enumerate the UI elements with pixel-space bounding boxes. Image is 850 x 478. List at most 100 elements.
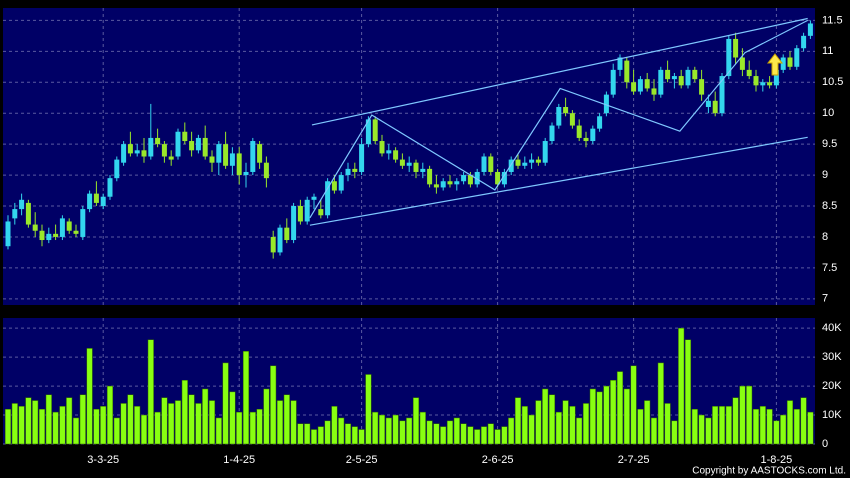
volume-bar xyxy=(460,423,467,445)
candle-body xyxy=(53,233,59,237)
y-tick-label: 10 xyxy=(822,107,834,119)
volume-bar xyxy=(331,406,338,445)
volume-bar xyxy=(521,406,528,445)
candle-body xyxy=(692,69,698,80)
volume-bar xyxy=(644,400,651,445)
candle-body xyxy=(481,156,487,172)
candle-body xyxy=(610,69,616,95)
candle-body xyxy=(121,144,127,163)
candle-body xyxy=(787,57,793,67)
volume-bar xyxy=(32,400,39,445)
volume-bar xyxy=(365,374,372,445)
candle-body xyxy=(168,156,174,160)
candle-body xyxy=(59,218,65,237)
volume-bar xyxy=(249,411,256,445)
volume-bar xyxy=(372,411,379,445)
candle-body xyxy=(760,82,766,86)
volume-bar xyxy=(494,429,501,445)
candle-body xyxy=(223,144,229,166)
volume-bar xyxy=(263,388,270,445)
volume-bar xyxy=(256,408,263,445)
candle-body xyxy=(107,178,113,197)
volume-bar xyxy=(174,400,182,445)
candle-body xyxy=(39,230,45,241)
candle-body xyxy=(529,159,535,163)
y-tick-label: 8.5 xyxy=(822,200,837,212)
volume-bar xyxy=(399,420,406,445)
candle-body xyxy=(209,156,215,163)
volume-bar xyxy=(712,406,719,445)
candle-body xyxy=(399,159,405,166)
candle-body xyxy=(25,202,31,225)
candle-body xyxy=(794,48,800,67)
candle-body xyxy=(229,153,235,166)
volume-bar xyxy=(603,385,610,445)
candle-body xyxy=(100,196,106,206)
volume-bar xyxy=(786,400,794,445)
volume-bar xyxy=(739,385,746,445)
volume-bar xyxy=(215,417,222,445)
volume-bar xyxy=(188,394,195,445)
candle-body xyxy=(338,175,344,191)
candle-body xyxy=(304,199,310,222)
volume-bar xyxy=(548,394,556,445)
volume-bar xyxy=(528,414,535,445)
candle-body xyxy=(427,168,433,185)
candle-body xyxy=(712,100,718,114)
volume-bar xyxy=(310,429,318,445)
candle-body xyxy=(644,79,650,89)
y-tick-label: 9 xyxy=(822,169,828,181)
volume-bar xyxy=(412,397,420,445)
candle-body xyxy=(352,168,358,172)
candle-body xyxy=(284,227,290,241)
volume-tick-label: 20K xyxy=(822,380,842,392)
candle-body xyxy=(699,79,705,95)
volume-bar xyxy=(378,414,386,445)
candle-body xyxy=(474,171,480,185)
trendline xyxy=(309,19,808,219)
volume-bar xyxy=(780,414,787,445)
candle-body xyxy=(658,69,664,95)
candle-body xyxy=(501,171,507,185)
volume-bar xyxy=(406,417,413,445)
candle-body xyxy=(739,57,745,70)
candle-body xyxy=(406,162,412,166)
volume-bar xyxy=(297,423,304,445)
volume-bar xyxy=(100,406,107,445)
volume-bar xyxy=(419,411,426,445)
volume-bar xyxy=(202,388,209,445)
candle-body xyxy=(318,209,324,216)
volume-bar xyxy=(222,362,229,445)
volume-bar xyxy=(283,394,290,445)
candle-body xyxy=(277,227,283,253)
trendline xyxy=(311,17,808,126)
candle-body xyxy=(420,168,426,172)
volume-bar xyxy=(358,429,365,445)
volume-bar xyxy=(759,406,766,445)
volume-bar xyxy=(501,426,508,445)
candle-body xyxy=(263,162,269,179)
volume-bar xyxy=(79,394,86,445)
candle-body xyxy=(114,159,120,179)
candle-body xyxy=(325,181,331,216)
candle-body xyxy=(719,76,725,114)
candle-body xyxy=(733,38,739,58)
volume-bar xyxy=(480,426,488,445)
volume-bar xyxy=(684,339,692,445)
candle-body xyxy=(522,162,528,166)
volume-bar xyxy=(793,408,800,445)
volume-bar xyxy=(555,411,562,445)
volume-bar xyxy=(140,414,148,445)
volume-bar xyxy=(392,414,399,445)
candle-body xyxy=(508,159,514,172)
candle-body xyxy=(127,144,133,154)
candle-body xyxy=(236,153,242,176)
volume-bar xyxy=(86,348,93,445)
volume-bar xyxy=(270,365,277,445)
candle-body xyxy=(250,141,256,172)
volume-bar xyxy=(440,426,447,445)
candle-body xyxy=(467,175,473,185)
candle-body xyxy=(685,69,691,86)
candle-body xyxy=(297,206,303,222)
volume-bar xyxy=(446,420,454,445)
